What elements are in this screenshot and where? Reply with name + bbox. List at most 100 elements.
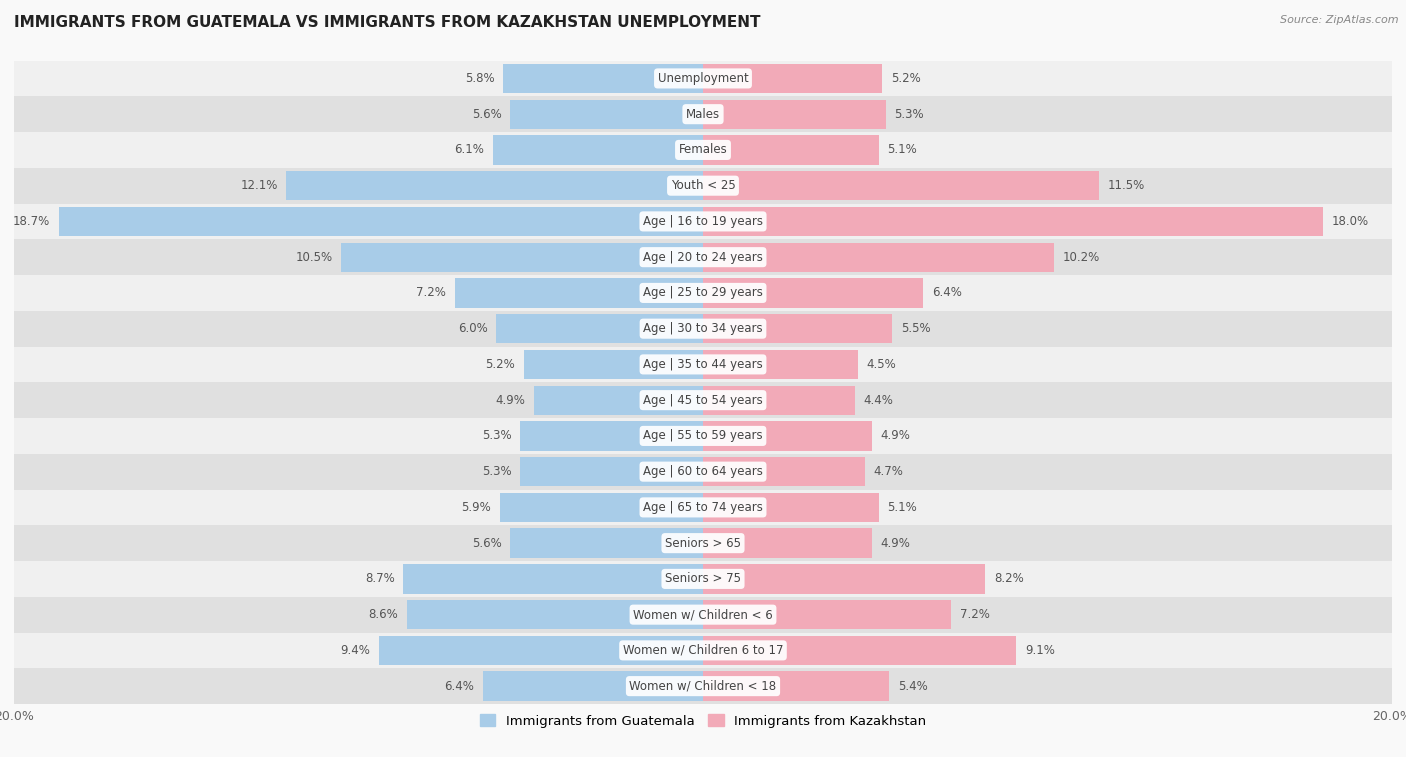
Bar — [404, 564, 703, 593]
Bar — [499, 493, 703, 522]
Text: 5.3%: 5.3% — [482, 465, 512, 478]
Text: Women w/ Children < 18: Women w/ Children < 18 — [630, 680, 776, 693]
Bar — [703, 64, 882, 93]
Bar — [510, 528, 703, 558]
Text: 18.7%: 18.7% — [13, 215, 51, 228]
Text: Source: ZipAtlas.com: Source: ZipAtlas.com — [1281, 15, 1399, 25]
Text: IMMIGRANTS FROM GUATEMALA VS IMMIGRANTS FROM KAZAKHSTAN UNEMPLOYMENT: IMMIGRANTS FROM GUATEMALA VS IMMIGRANTS … — [14, 15, 761, 30]
Text: Age | 55 to 59 years: Age | 55 to 59 years — [643, 429, 763, 442]
Bar — [342, 242, 703, 272]
Text: 5.1%: 5.1% — [887, 501, 917, 514]
Bar — [703, 457, 865, 486]
Bar — [14, 347, 1392, 382]
Bar — [14, 418, 1392, 453]
Text: 5.8%: 5.8% — [465, 72, 495, 85]
Text: Age | 45 to 54 years: Age | 45 to 54 years — [643, 394, 763, 407]
Bar — [14, 132, 1392, 168]
Text: 8.2%: 8.2% — [994, 572, 1024, 585]
Text: 5.6%: 5.6% — [472, 537, 502, 550]
Text: 5.4%: 5.4% — [897, 680, 928, 693]
Bar — [520, 457, 703, 486]
Legend: Immigrants from Guatemala, Immigrants from Kazakhstan: Immigrants from Guatemala, Immigrants fr… — [474, 709, 932, 733]
Text: 4.7%: 4.7% — [873, 465, 904, 478]
Text: Unemployment: Unemployment — [658, 72, 748, 85]
Text: Age | 16 to 19 years: Age | 16 to 19 years — [643, 215, 763, 228]
Text: 5.2%: 5.2% — [891, 72, 921, 85]
Bar — [703, 528, 872, 558]
Bar — [703, 564, 986, 593]
Bar — [524, 350, 703, 379]
Text: 18.0%: 18.0% — [1331, 215, 1369, 228]
Text: Age | 60 to 64 years: Age | 60 to 64 years — [643, 465, 763, 478]
Bar — [287, 171, 703, 201]
Text: Seniors > 65: Seniors > 65 — [665, 537, 741, 550]
Text: 7.2%: 7.2% — [416, 286, 446, 300]
Bar — [703, 350, 858, 379]
Text: 5.6%: 5.6% — [472, 107, 502, 120]
Bar — [703, 671, 889, 701]
Text: Women w/ Children < 6: Women w/ Children < 6 — [633, 608, 773, 621]
Bar — [14, 382, 1392, 418]
Bar — [510, 99, 703, 129]
Text: Age | 25 to 29 years: Age | 25 to 29 years — [643, 286, 763, 300]
Bar — [494, 136, 703, 164]
Text: 6.1%: 6.1% — [454, 143, 484, 157]
Bar — [14, 96, 1392, 132]
Bar — [14, 525, 1392, 561]
Text: Females: Females — [679, 143, 727, 157]
Text: Age | 65 to 74 years: Age | 65 to 74 years — [643, 501, 763, 514]
Text: 12.1%: 12.1% — [240, 179, 277, 192]
Bar — [14, 561, 1392, 597]
Bar — [14, 204, 1392, 239]
Bar — [703, 600, 950, 629]
Bar — [14, 453, 1392, 490]
Bar — [380, 636, 703, 665]
Text: 4.9%: 4.9% — [880, 429, 910, 442]
Text: 10.2%: 10.2% — [1063, 251, 1101, 263]
Text: 11.5%: 11.5% — [1108, 179, 1144, 192]
Text: 5.1%: 5.1% — [887, 143, 917, 157]
Bar — [703, 493, 879, 522]
Bar — [406, 600, 703, 629]
Text: Women w/ Children 6 to 17: Women w/ Children 6 to 17 — [623, 644, 783, 657]
Bar — [703, 314, 893, 344]
Text: 5.9%: 5.9% — [461, 501, 491, 514]
Bar — [59, 207, 703, 236]
Text: Age | 30 to 34 years: Age | 30 to 34 years — [643, 322, 763, 335]
Bar — [14, 168, 1392, 204]
Text: Youth < 25: Youth < 25 — [671, 179, 735, 192]
Bar — [703, 136, 879, 164]
Bar — [703, 242, 1054, 272]
Bar — [14, 61, 1392, 96]
Bar — [14, 668, 1392, 704]
Text: 5.2%: 5.2% — [485, 358, 515, 371]
Text: 4.5%: 4.5% — [866, 358, 897, 371]
Bar — [703, 385, 855, 415]
Text: 5.5%: 5.5% — [901, 322, 931, 335]
Bar — [703, 279, 924, 307]
Text: 9.4%: 9.4% — [340, 644, 371, 657]
Text: 5.3%: 5.3% — [894, 107, 924, 120]
Bar — [456, 279, 703, 307]
Bar — [14, 311, 1392, 347]
Text: Age | 20 to 24 years: Age | 20 to 24 years — [643, 251, 763, 263]
Bar — [703, 207, 1323, 236]
Bar — [520, 421, 703, 450]
Text: Males: Males — [686, 107, 720, 120]
Text: 6.4%: 6.4% — [444, 680, 474, 693]
Text: 4.4%: 4.4% — [863, 394, 893, 407]
Bar — [703, 421, 872, 450]
Bar — [703, 171, 1099, 201]
Bar — [703, 99, 886, 129]
Bar — [503, 64, 703, 93]
Bar — [703, 636, 1017, 665]
Bar — [14, 633, 1392, 668]
Text: 9.1%: 9.1% — [1025, 644, 1054, 657]
Text: 4.9%: 4.9% — [880, 537, 910, 550]
Text: 6.4%: 6.4% — [932, 286, 962, 300]
Bar — [482, 671, 703, 701]
Bar — [534, 385, 703, 415]
Text: 4.9%: 4.9% — [496, 394, 526, 407]
Text: 6.0%: 6.0% — [458, 322, 488, 335]
Bar — [496, 314, 703, 344]
